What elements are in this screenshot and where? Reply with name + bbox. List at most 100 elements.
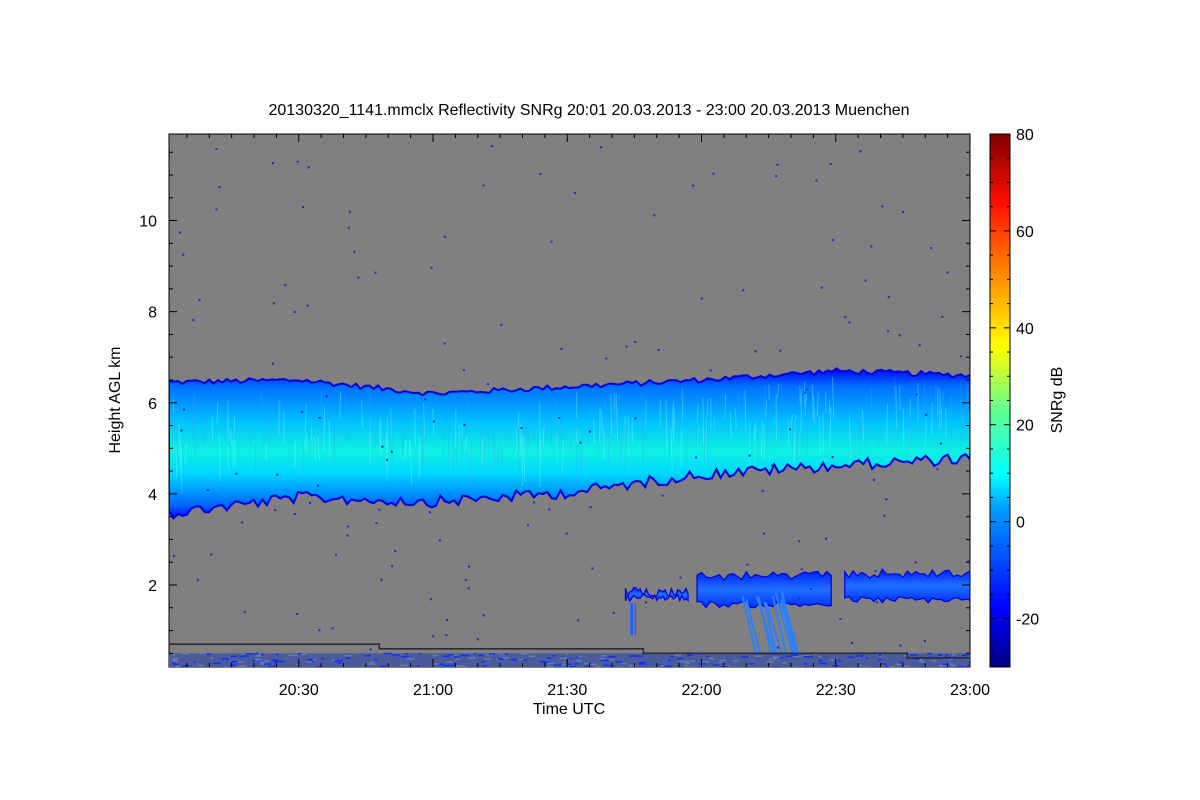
clutter-speck <box>831 665 839 667</box>
cloud-streak <box>841 407 844 424</box>
cloud-streak <box>806 409 809 454</box>
clutter-speck <box>404 653 409 655</box>
clutter-speck <box>804 663 807 665</box>
cloud-streak <box>369 392 372 435</box>
clutter-speck <box>583 662 589 665</box>
noise-dot <box>770 464 773 467</box>
cloud-streak <box>848 417 852 460</box>
cloud-streak <box>341 419 344 435</box>
noise-dot <box>560 347 563 350</box>
clutter-speck <box>594 665 602 667</box>
cloud-streak <box>561 440 564 474</box>
cloud-streak <box>418 444 421 475</box>
noise-dot <box>241 521 244 524</box>
x-tick-label: 21:30 <box>547 682 587 699</box>
noise-dot <box>742 289 745 292</box>
noise-dot <box>331 627 334 630</box>
cloud-streak <box>708 408 711 438</box>
cloud-streak <box>226 445 230 470</box>
clutter-speck <box>927 652 933 655</box>
clutter-speck <box>369 661 374 664</box>
cloud-streak <box>423 402 426 436</box>
noise-dot <box>462 369 465 372</box>
noise-dot <box>820 286 823 289</box>
cloud-streak <box>328 420 331 458</box>
low-cloud-patch <box>696 570 832 609</box>
cloud-streak <box>705 417 708 462</box>
ground-clutter-noise <box>171 652 970 667</box>
cloud-streak <box>909 416 912 456</box>
noise-dot <box>307 166 310 169</box>
clutter-speck <box>241 655 249 657</box>
clutter-speck <box>255 652 259 655</box>
clutter-speck <box>910 654 918 656</box>
noise-dot <box>883 514 886 517</box>
clutter-speck <box>871 666 878 667</box>
clutter-speck <box>316 666 322 667</box>
noise-dot <box>548 508 551 511</box>
noise-dot <box>183 408 186 411</box>
clutter-speck <box>942 663 949 666</box>
cloud-streak <box>859 416 862 441</box>
range-gate-line <box>169 643 970 659</box>
noise-dot <box>605 357 608 360</box>
clutter-speck <box>663 666 666 667</box>
noise-dot <box>898 373 901 376</box>
cloud-streak <box>816 390 819 417</box>
cloud-streak <box>959 380 962 428</box>
clutter-speck <box>417 665 420 667</box>
clutter-speck <box>945 654 949 656</box>
clutter-speck <box>779 657 784 659</box>
noise-dot <box>588 430 591 433</box>
cloud-streak <box>860 403 863 434</box>
clutter-speck <box>442 655 450 657</box>
cloud-streak <box>569 435 572 452</box>
clutter-speck <box>847 656 854 658</box>
noise-dot <box>829 162 832 165</box>
clutter-speck <box>679 660 684 662</box>
clutter-speck <box>481 661 486 663</box>
cloud-streak <box>533 406 536 442</box>
clutter-speck <box>401 656 409 658</box>
noise-dot <box>306 304 309 307</box>
clutter-speck <box>446 661 453 663</box>
clutter-speck <box>917 659 924 662</box>
clutter-speck <box>331 659 335 662</box>
noise-dot <box>653 214 656 217</box>
noise-dot <box>679 576 682 579</box>
clutter-speck <box>839 666 846 667</box>
cloud-streak <box>254 444 257 492</box>
noise-dot <box>520 426 523 429</box>
clutter-speck <box>567 663 572 665</box>
cloud-streak <box>339 391 342 420</box>
cloud-streak <box>523 436 526 482</box>
clutter-speck <box>213 662 221 665</box>
clutter-speck <box>577 655 584 658</box>
noise-dot <box>661 494 664 497</box>
clutter-speck <box>741 656 749 658</box>
clutter-speck <box>600 658 606 660</box>
colorbar-tick-label: -20 <box>1016 612 1039 629</box>
clutter-speck <box>919 661 926 663</box>
y-tick-label: 4 <box>148 487 157 504</box>
noise-dot <box>851 641 854 644</box>
x-tick-label: 21:00 <box>413 682 453 699</box>
noise-dot <box>887 296 890 299</box>
noise-dot <box>645 601 648 604</box>
cloud-streak <box>518 439 521 473</box>
low-cloud-patch <box>844 568 970 604</box>
cloud-streak <box>787 422 790 446</box>
noise-dot <box>243 610 246 613</box>
clutter-speck <box>547 665 554 667</box>
noise-dot <box>424 398 427 401</box>
cloud-streak <box>729 412 733 438</box>
cloud-streak <box>780 382 783 416</box>
clutter-speck <box>521 659 528 661</box>
noise-dot <box>390 450 393 453</box>
clutter-speck <box>677 657 684 660</box>
noise-dot <box>316 484 319 487</box>
clutter-speck <box>504 653 509 655</box>
noise-dot <box>526 524 529 527</box>
cloud-streak <box>379 420 381 451</box>
clutter-speck <box>561 664 567 666</box>
